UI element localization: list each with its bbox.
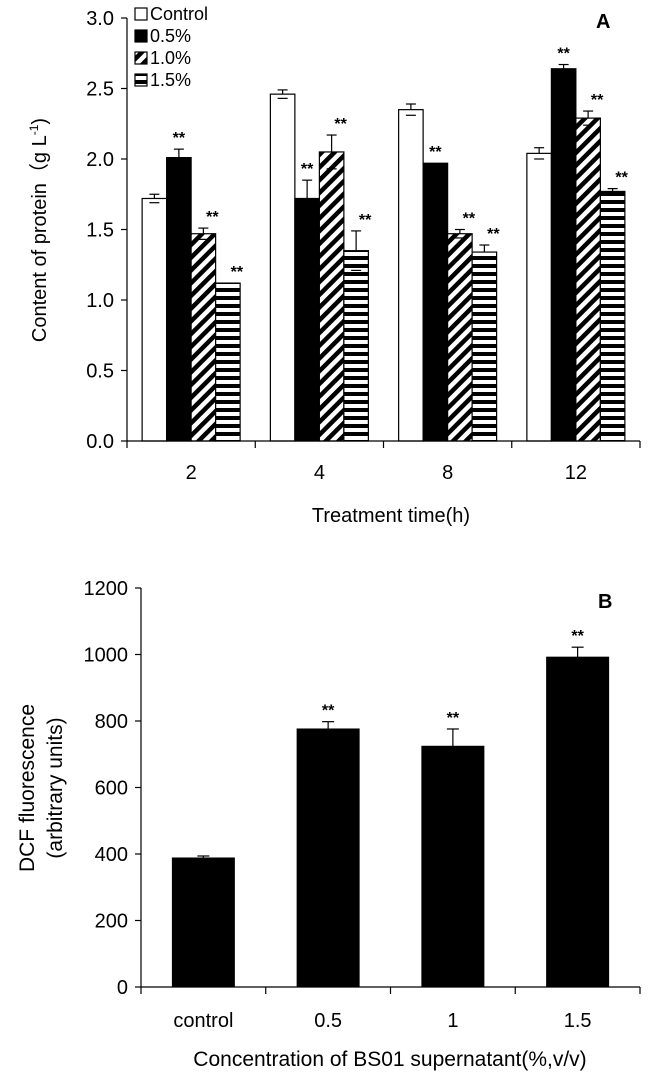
chart-b-bar <box>296 728 360 988</box>
chart-b-significance-label: ** <box>322 703 335 720</box>
chart-a-bar <box>422 162 449 442</box>
chart-a-significance-label: ** <box>615 170 628 187</box>
chart-a-x-tick-label: 8 <box>442 462 453 484</box>
chart-a-bar <box>269 93 296 442</box>
chart-b-y-ticks: 0 200 400 600 800 1000 1200 <box>84 578 141 999</box>
panel-label-b: B <box>598 591 612 613</box>
chart-a-legend-label: 1.0% <box>150 48 191 68</box>
chart-b-y-tick-label: 800 <box>95 711 128 733</box>
chart-a-legend-swatch <box>134 29 148 43</box>
chart-a-legend-label: Control <box>150 4 208 24</box>
chart-b-bar <box>421 745 485 988</box>
chart-a-bars: ** ** ** ** ** ** ** ** ** ** ** ** <box>141 46 629 442</box>
chart-a-significance-label: ** <box>359 212 372 229</box>
chart-b-y-tick-label: 0 <box>117 977 128 999</box>
chart-a-bar <box>526 152 552 442</box>
chart-a-bar <box>141 197 168 442</box>
chart-a-x-tick-label: 2 <box>186 462 197 484</box>
panel-label-a: A <box>596 11 610 33</box>
chart-a-significance-label: ** <box>429 144 442 161</box>
chart-a-x-ticks: 2 4 8 12 <box>126 441 641 484</box>
chart-a: A 0.00.51.01.52.02.53.0 ****************… <box>27 4 641 527</box>
chart-a-y-label-main: Content of protein（g L <box>28 135 51 342</box>
chart-b-y-label-units: (arbitrary units) <box>44 717 67 858</box>
chart-a-y-tick-label: 0.5 <box>86 361 114 383</box>
chart-b-y-tick-label: 400 <box>95 844 128 866</box>
chart-a-y-tick-label: 0.0 <box>86 431 114 453</box>
chart-b-significance-label: ** <box>447 710 460 727</box>
chart-a-significance-label: ** <box>591 92 604 109</box>
chart-b-y-tick-label: 200 <box>95 911 128 933</box>
chart-b-significance-label: ** <box>571 628 584 645</box>
chart-a-bar <box>599 190 626 442</box>
chart-a-legend-swatch <box>134 51 148 65</box>
chart-a-y-tick-label: 2.0 <box>86 149 114 171</box>
chart-b-bar <box>546 656 610 988</box>
chart-b-y-tick-label: 1200 <box>84 578 129 600</box>
chart-b-x-label: Concentration of BS01 supernatant(%,v/v) <box>193 1048 586 1071</box>
chart-a-y-tick-label: 1.5 <box>86 220 114 242</box>
chart-b-y-tick-label: 1000 <box>84 645 129 667</box>
chart-a-x-tick-label: 12 <box>565 462 587 484</box>
chart-a-significance-label: ** <box>231 264 244 281</box>
chart-a-bar <box>575 117 601 442</box>
chart-a-legend-swatch <box>134 73 148 87</box>
chart-a-y-label-sup: -1 <box>27 124 41 135</box>
chart-b-x-tick-label: control <box>173 1010 233 1032</box>
chart-b-x-tick-label: 1 <box>447 1010 458 1032</box>
chart-b-x-tick-label: 1.5 <box>564 1010 592 1032</box>
chart-b-x-tick-label: 0.5 <box>314 1010 342 1032</box>
chart-a-bar <box>294 197 320 442</box>
chart-a-bar <box>215 282 241 442</box>
chart-a-x-tick-label: 4 <box>314 462 325 484</box>
chart-b-y-label: DCF fluorescence <box>16 704 39 872</box>
chart-a-y-label: Content of protein（g L-1) <box>27 118 51 342</box>
chart-a-significance-label: ** <box>463 211 476 228</box>
chart-b-bar <box>171 857 235 988</box>
chart-a-y-label-close: ) <box>29 118 51 125</box>
chart-a-y-tick-label: 3.0 <box>86 8 114 30</box>
chart-a-significance-label: ** <box>301 161 314 178</box>
chart-a-bar <box>471 251 498 442</box>
chart-a-x-label: Treatment time(h) <box>312 505 470 527</box>
chart-a-bar <box>550 68 577 442</box>
chart-a-significance-label: ** <box>487 226 500 243</box>
chart-a-legend-label: 1.5% <box>150 70 191 90</box>
chart-a-significance-label: ** <box>206 209 219 226</box>
chart-a-bar <box>343 250 369 442</box>
chart-a-significance-label: ** <box>557 46 570 63</box>
chart-a-bar <box>318 151 345 442</box>
chart-a-bar <box>398 109 424 442</box>
chart-a-y-tick-label: 2.5 <box>86 79 114 101</box>
chart-a-significance-label: ** <box>173 130 186 147</box>
chart-a-legend-swatch <box>134 7 148 21</box>
chart-a-y-tick-label: 1.0 <box>86 290 114 312</box>
chart-a-bar <box>447 233 473 442</box>
chart-b: B 0 200 400 600 800 1000 1200 ** ** ** control 0.… <box>16 578 641 1071</box>
chart-a-legend-label: 0.5% <box>150 26 191 46</box>
chart-b-y-tick-label: 600 <box>95 778 128 800</box>
chart-b-x-ticks: control 0.5 1 1.5 <box>140 987 641 1032</box>
chart-b-bars: ** ** ** <box>171 628 610 988</box>
chart-a-y-ticks: 0.0 0.5 1.0 1.5 2.0 2.5 3.0 <box>86 8 127 453</box>
chart-a-bar <box>166 156 192 442</box>
chart-a-significance-label: ** <box>334 116 347 133</box>
chart-a-bar <box>190 233 217 442</box>
